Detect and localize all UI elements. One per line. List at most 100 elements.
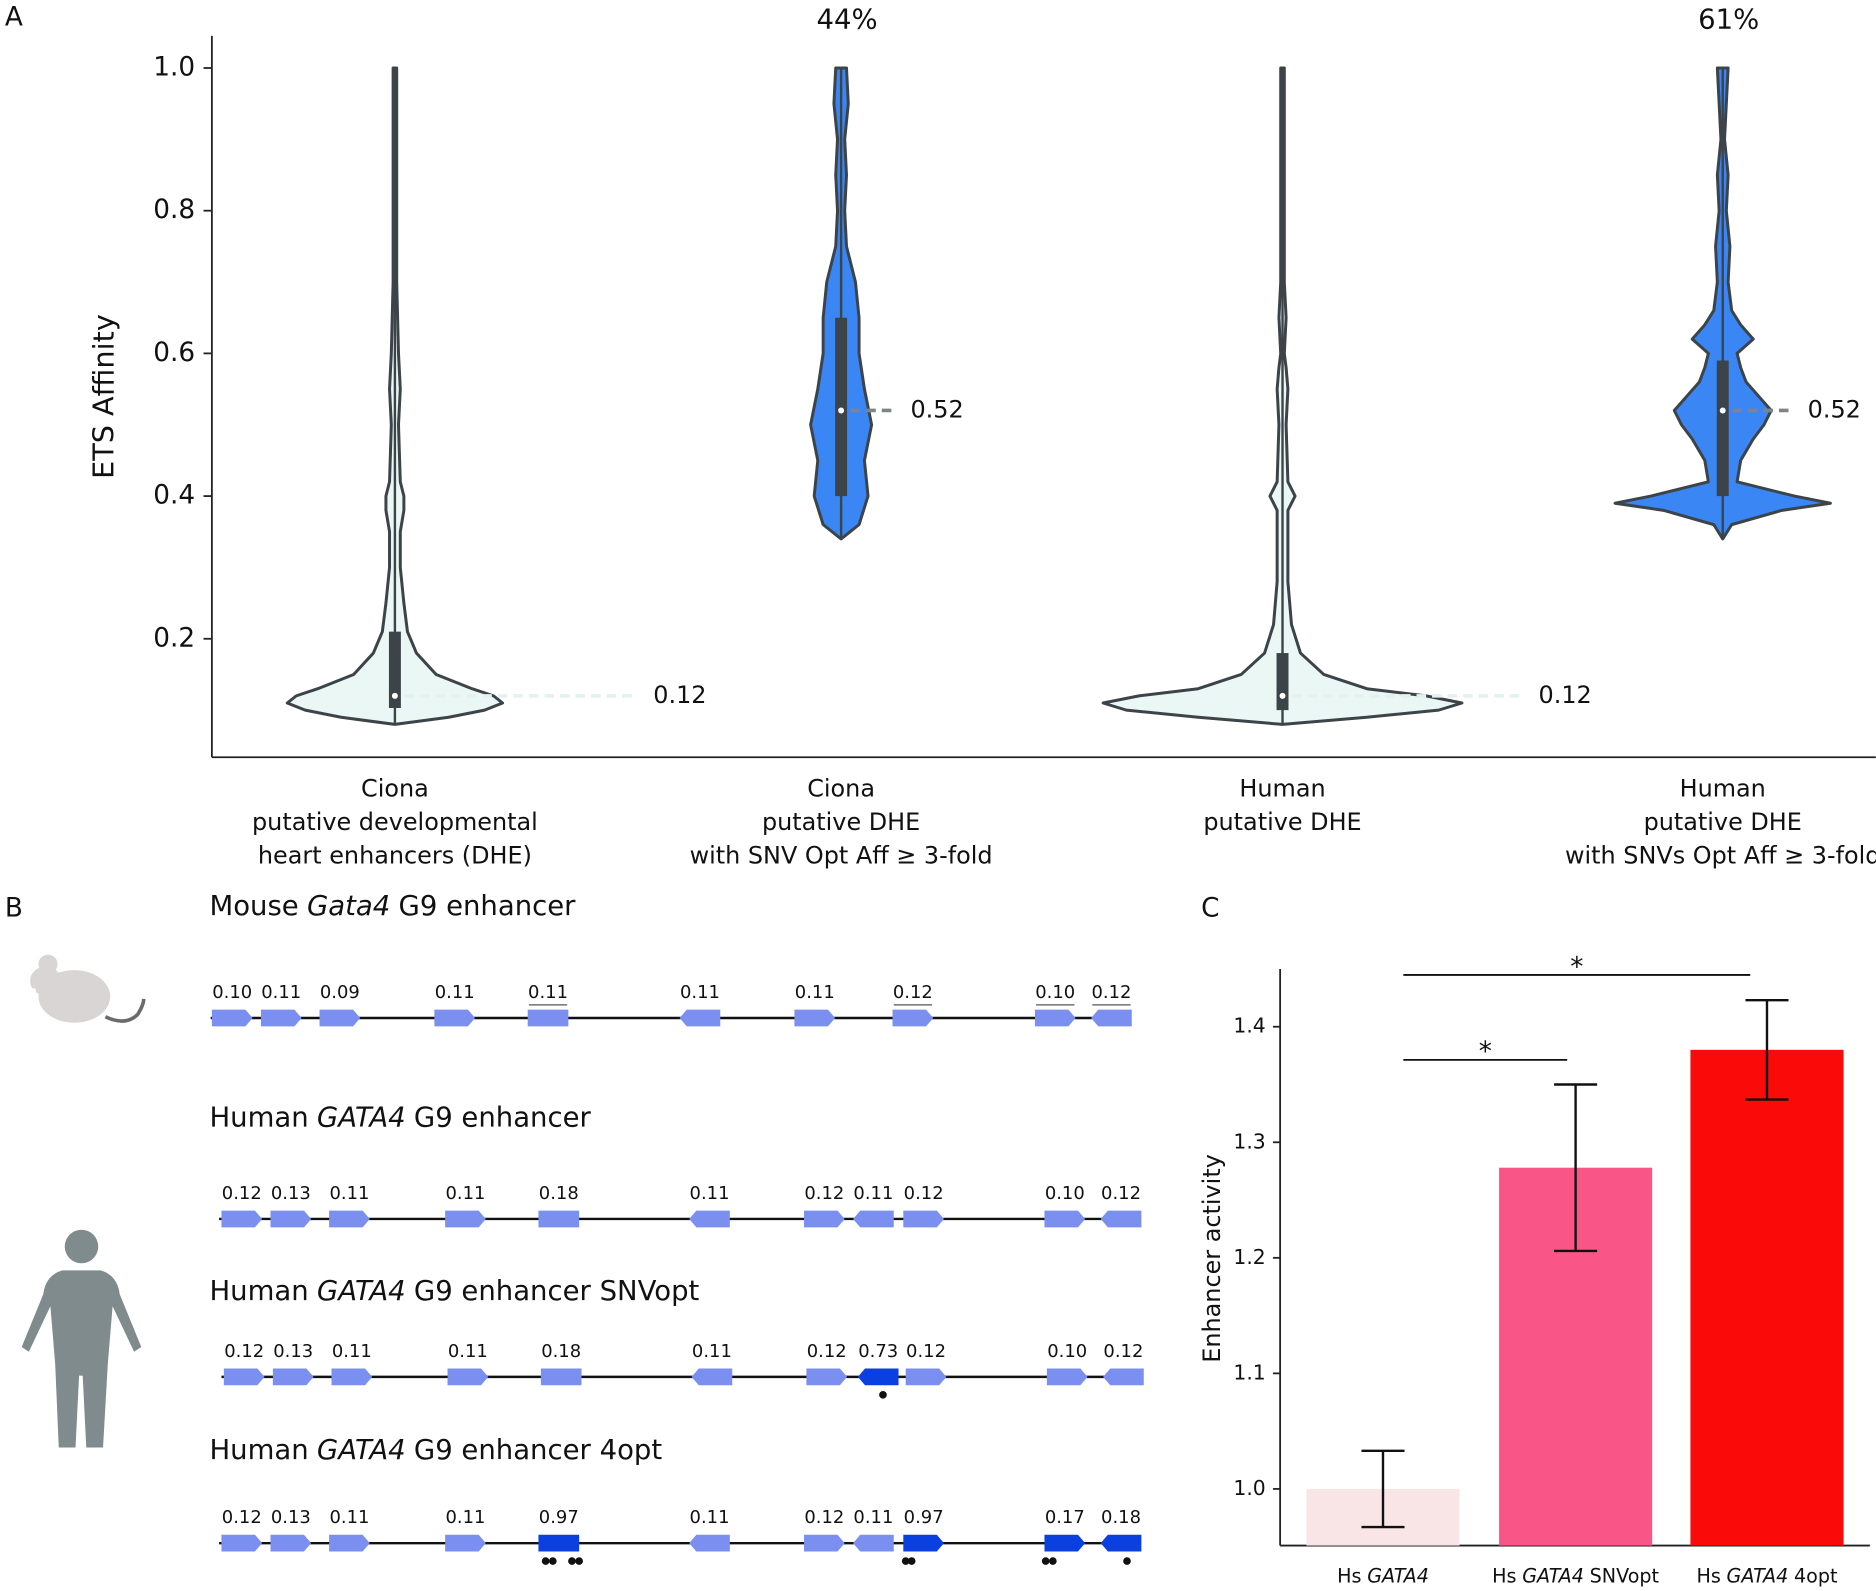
site-affinity: 0.12 — [804, 1183, 844, 1204]
snv-dot — [575, 1557, 583, 1565]
site-affinity: 0.12 — [222, 1507, 262, 1528]
snv-dot — [907, 1557, 916, 1565]
optimized-site — [903, 1534, 944, 1552]
panel-label: B — [5, 894, 23, 924]
mouse-icon — [30, 954, 146, 1023]
snv-dot — [1123, 1557, 1131, 1565]
ets-site — [527, 1009, 569, 1027]
site-affinity: 0.18 — [541, 1341, 581, 1362]
x-tick-label: with SNVs Opt Aff ≥ 3-fold — [1565, 842, 1876, 870]
site-affinity: 0.97 — [904, 1507, 944, 1528]
y-axis-label: ETS Affinity — [86, 314, 120, 479]
ets-site — [679, 1009, 721, 1027]
x-tick-label-part: 4opt — [1794, 1564, 1838, 1587]
x-tick-label: with SNV Opt Aff ≥ 3-fold — [690, 842, 993, 870]
median-label: 0.52 — [910, 395, 963, 423]
site-affinity: 0.12 — [807, 1341, 847, 1362]
optimized-site — [1044, 1534, 1086, 1552]
ets-site — [447, 1368, 489, 1386]
ets-site — [853, 1534, 894, 1552]
site-affinity: 0.10 — [1047, 1341, 1087, 1362]
significance-label: * — [1479, 1037, 1492, 1067]
ets-site — [1044, 1210, 1086, 1228]
y-tick-label: 1.1 — [1233, 1360, 1265, 1384]
optimized-site — [1100, 1534, 1142, 1552]
box — [1716, 360, 1729, 497]
y-tick-label: 1.0 — [1233, 1476, 1265, 1500]
track-title-part: Mouse — [209, 890, 298, 922]
median — [838, 407, 845, 414]
ets-site — [1103, 1368, 1144, 1386]
site-affinity: 0.11 — [446, 1183, 486, 1204]
track-title-part: G9 enhancer — [399, 890, 577, 922]
site-affinity: 0.10 — [212, 982, 252, 1003]
ets-site — [1046, 1368, 1088, 1386]
optimized-site — [857, 1368, 899, 1386]
y-axis-label: Enhancer activity — [1198, 1154, 1226, 1363]
ets-site — [691, 1368, 733, 1386]
median — [1719, 407, 1726, 414]
site-affinity: 0.13 — [271, 1183, 311, 1204]
track-title-part: GATA4 — [317, 1275, 406, 1307]
site-affinity: 0.11 — [448, 1341, 488, 1362]
site-affinity: 0.73 — [858, 1341, 898, 1362]
ets-site — [270, 1210, 312, 1228]
median — [391, 692, 398, 699]
site-affinity: 0.11 — [795, 982, 835, 1003]
ets-site — [1100, 1210, 1142, 1228]
x-tick-label: Human — [1680, 775, 1766, 803]
x-tick-label-part: GATA4 — [1367, 1564, 1429, 1587]
x-tick-label-part: SNVopt — [1590, 1564, 1660, 1587]
site-affinity: 0.11 — [435, 982, 475, 1003]
site-affinity: 0.12 — [893, 982, 933, 1003]
track-title: Human GATA4 G9 enhancer — [209, 1101, 591, 1133]
site-affinity: 0.12 — [906, 1341, 946, 1362]
y-tick-label: 0.8 — [153, 195, 195, 225]
ets-site — [445, 1534, 486, 1552]
snv-dot — [541, 1557, 550, 1565]
ets-site — [223, 1368, 265, 1386]
site-affinity: 0.11 — [446, 1507, 486, 1528]
panel-label: C — [1201, 894, 1219, 924]
site-affinity: 0.11 — [853, 1507, 893, 1528]
ets-site — [538, 1210, 580, 1228]
track-title-part: G9 enhancer SNVopt — [414, 1275, 700, 1307]
track-title-part: Gata4 — [307, 890, 390, 922]
ets-site — [329, 1210, 370, 1228]
site-affinity: 0.13 — [273, 1341, 313, 1362]
x-tick-label-part: Hs — [1492, 1564, 1516, 1587]
snv-dot — [1049, 1557, 1057, 1565]
ets-site — [434, 1009, 476, 1027]
snv-dot — [548, 1557, 557, 1565]
x-tick-label: Hs GATA4 SNVopt — [1492, 1564, 1659, 1587]
percent-label: 61% — [1698, 3, 1759, 35]
ets-site — [540, 1368, 582, 1386]
site-affinity: 0.12 — [222, 1183, 262, 1204]
site-affinity: 0.12 — [804, 1507, 844, 1528]
ets-site — [270, 1534, 312, 1552]
median-label: 0.12 — [1539, 681, 1592, 709]
x-tick-label: putative DHE — [1203, 808, 1361, 836]
ets-site — [331, 1368, 373, 1386]
y-tick-label: 0.2 — [153, 623, 195, 653]
track-title-part: Human — [209, 1101, 308, 1133]
site-affinity: 0.12 — [224, 1341, 264, 1362]
x-tick-label: Ciona — [807, 775, 875, 803]
ets-site — [905, 1368, 947, 1386]
ets-site — [319, 1009, 361, 1027]
site-affinity: 0.09 — [320, 982, 360, 1003]
y-tick-label: 1.3 — [1233, 1129, 1265, 1153]
track-title-part: G9 enhancer — [414, 1101, 592, 1133]
snv-dot — [568, 1557, 576, 1565]
ets-site — [806, 1368, 848, 1386]
significance-label: * — [1570, 952, 1583, 982]
x-tick-label: Hs GATA4 — [1337, 1564, 1429, 1587]
box — [1276, 653, 1289, 711]
x-tick-label-part: Hs — [1696, 1564, 1720, 1587]
x-tick-label: Ciona — [361, 775, 429, 803]
site-affinity: 0.11 — [690, 1183, 730, 1204]
site-affinity: 0.11 — [690, 1507, 730, 1528]
y-tick-label: 0.6 — [153, 338, 195, 368]
site-affinity: 0.12 — [1103, 1341, 1143, 1362]
x-tick-label: heart enhancers (DHE) — [258, 842, 532, 870]
